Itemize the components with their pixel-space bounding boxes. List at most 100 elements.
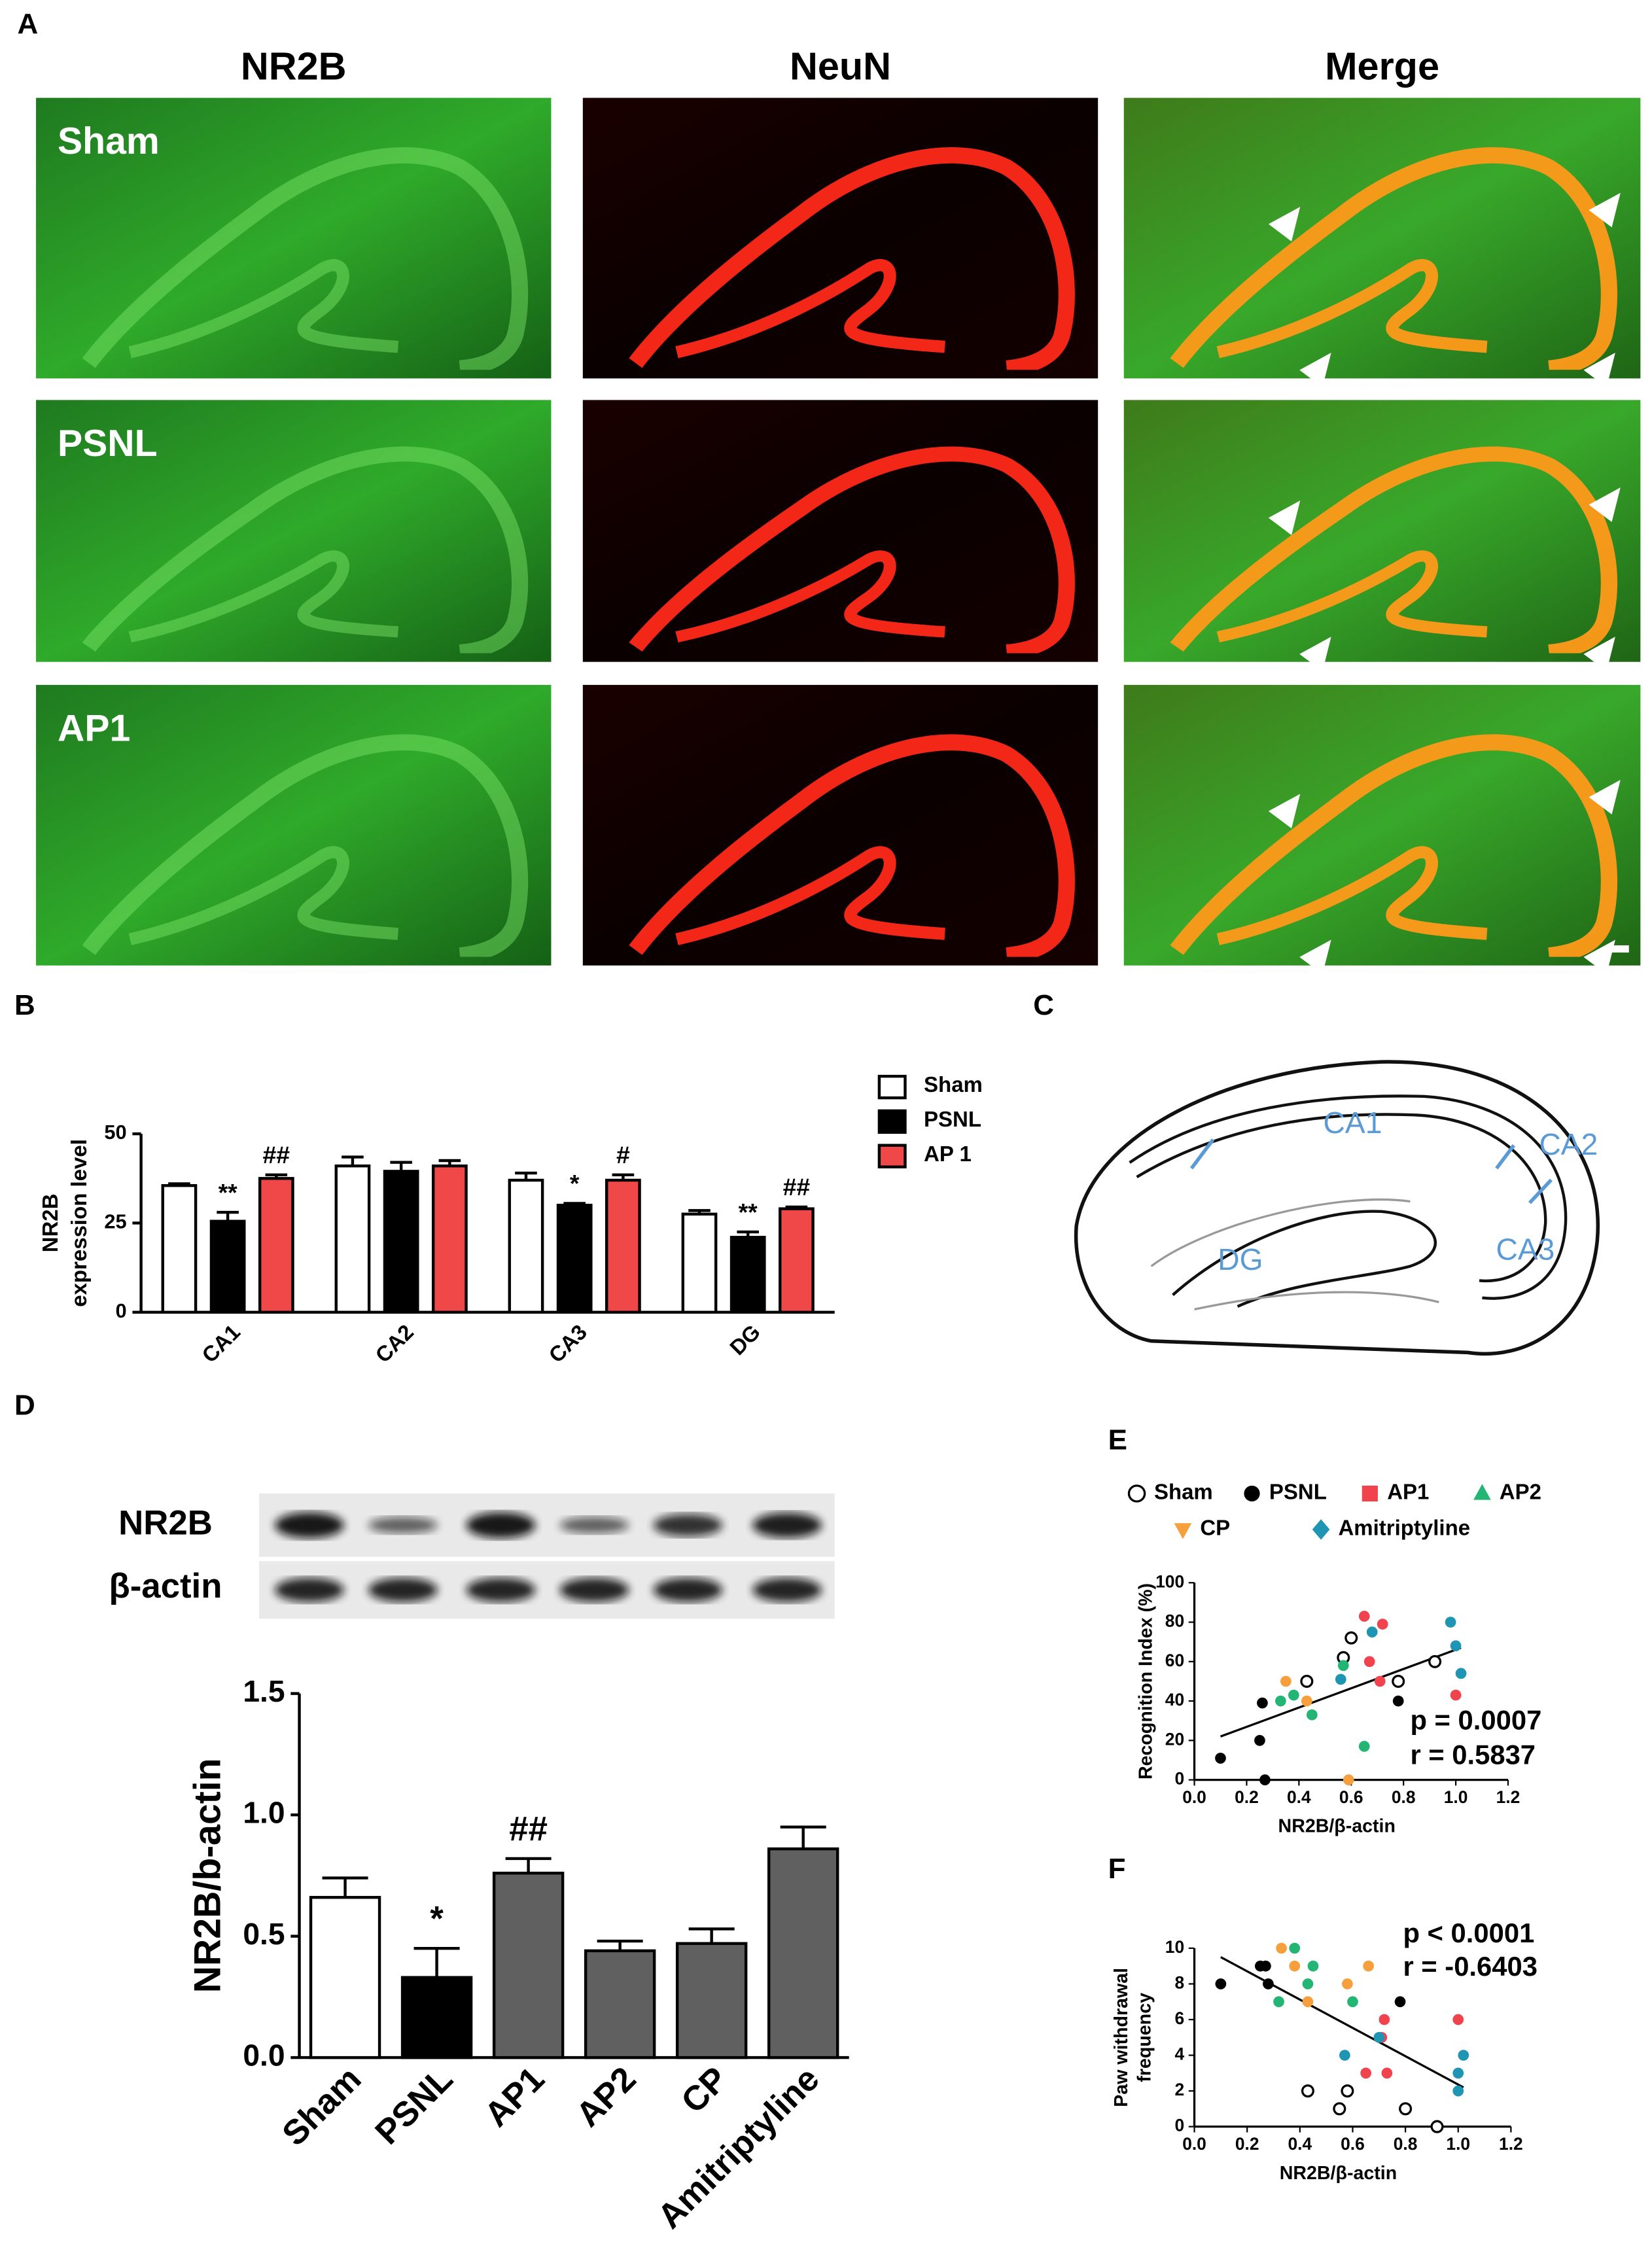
bar xyxy=(334,1164,371,1314)
point xyxy=(1394,1996,1406,2008)
point xyxy=(1273,1996,1284,2008)
arrowhead xyxy=(1583,637,1615,672)
panel-label: E xyxy=(1108,1424,1127,1456)
row-label: PSNL xyxy=(58,423,157,464)
point xyxy=(1337,1660,1349,1672)
y-axis-label: NR2B/b-actin xyxy=(186,1758,228,1993)
error-bar xyxy=(737,1230,759,1238)
y-tick-label: 8 xyxy=(1174,1972,1184,1992)
point xyxy=(1392,1674,1405,1688)
significance-label: ## xyxy=(509,1810,548,1848)
y-tick-label: 0 xyxy=(1174,2116,1184,2135)
x-tick-label: 1.2 xyxy=(1496,1787,1520,1807)
error-bar xyxy=(438,1159,461,1166)
bar xyxy=(605,1178,641,1314)
column-header: NeuN xyxy=(790,44,891,88)
error-bar xyxy=(342,1155,364,1166)
blot-strip xyxy=(258,1561,835,1619)
column-header: NR2B xyxy=(241,44,347,88)
blot-band xyxy=(466,1512,536,1539)
x-tick-label: Sham xyxy=(275,2059,368,2153)
legend-swatch xyxy=(877,1109,907,1134)
bar xyxy=(431,1164,468,1314)
legend-marker xyxy=(1244,1485,1260,1502)
point xyxy=(1360,2067,1371,2079)
bar xyxy=(675,1942,748,2059)
region-label: DG xyxy=(1218,1242,1263,1276)
legend-label: Amitriptyline xyxy=(1338,1516,1470,1540)
y-tick-label: 0.0 xyxy=(243,2038,285,2072)
point xyxy=(1452,2085,1464,2097)
blot-band xyxy=(368,1577,438,1602)
x-tick-label: Amitriptyline xyxy=(650,2059,827,2236)
x-tick-label: CP xyxy=(674,2059,735,2121)
arrowhead xyxy=(1589,487,1621,522)
legend-label: Sham xyxy=(1154,1480,1213,1504)
x-tick-label: PSNL xyxy=(368,2059,460,2152)
arrowhead xyxy=(1299,939,1331,975)
point xyxy=(1381,2067,1393,2079)
blot-band xyxy=(559,1516,629,1533)
legend-marker xyxy=(1174,1523,1192,1539)
x-tick-label: AP2 xyxy=(569,2059,643,2134)
arrowhead xyxy=(1589,780,1621,814)
significance-label: ## xyxy=(783,1173,811,1200)
point xyxy=(1302,1978,1314,1989)
y-tick-label: 40 xyxy=(1165,1690,1184,1709)
y-tick-label: 1.5 xyxy=(243,1674,285,1708)
point xyxy=(1392,1695,1404,1707)
point xyxy=(1306,1709,1318,1721)
blot-label: NR2B xyxy=(118,1503,213,1542)
error-bar xyxy=(413,1946,460,1978)
point xyxy=(1450,1689,1462,1701)
blot-band xyxy=(466,1577,536,1602)
x-tick-label: CA2 xyxy=(370,1320,418,1367)
point xyxy=(1445,1617,1456,1628)
bar xyxy=(161,1183,198,1314)
blot-band xyxy=(752,1577,822,1602)
point xyxy=(1366,1626,1378,1637)
arrowhead xyxy=(1583,939,1615,975)
y-axis-label: frequency xyxy=(1134,1993,1155,2082)
y-tick-label: 0 xyxy=(115,1299,126,1322)
point xyxy=(1347,1996,1358,2008)
legend-label: PSNL xyxy=(1269,1480,1327,1504)
point xyxy=(1450,1640,1462,1652)
point xyxy=(1263,1978,1274,1989)
y-tick-label: 20 xyxy=(1165,1729,1184,1749)
y-tick-label: 100 xyxy=(1155,1571,1184,1591)
blot-label: β-actin xyxy=(109,1567,222,1605)
x-tick-label: 0.2 xyxy=(1235,2134,1259,2154)
y-tick-label: 4 xyxy=(1174,2044,1184,2064)
y-tick-label: 0 xyxy=(1174,1769,1184,1789)
point xyxy=(1430,2120,1444,2133)
blot-band xyxy=(368,1516,438,1533)
scale-bar xyxy=(1608,945,1629,953)
y-tick-label: 60 xyxy=(1165,1651,1184,1670)
point xyxy=(1358,1611,1370,1622)
row-label: AP1 xyxy=(58,707,130,749)
x-tick-label: 0.8 xyxy=(1392,1787,1416,1807)
x-tick-label: 0.6 xyxy=(1341,2134,1365,2154)
point xyxy=(1379,2014,1390,2025)
legend-label: AP1 xyxy=(1387,1480,1429,1504)
point xyxy=(1260,1960,1271,1972)
bar xyxy=(508,1178,544,1314)
legend-label: Sham xyxy=(924,1072,983,1096)
error-bar xyxy=(515,1171,537,1181)
blot-band xyxy=(275,1512,344,1539)
error-bar xyxy=(780,1825,826,1849)
legend-marker xyxy=(1312,1519,1330,1540)
error-bar xyxy=(688,1927,735,1944)
region-label: CA2 xyxy=(1539,1127,1598,1161)
point xyxy=(1307,1960,1319,1972)
y-tick-label: 6 xyxy=(1174,2008,1184,2028)
x-axis-label: NR2B/β-actin xyxy=(1280,2163,1397,2184)
arrowhead xyxy=(1299,353,1331,387)
legend-swatch xyxy=(877,1144,907,1168)
error-bar xyxy=(168,1182,190,1186)
point xyxy=(1288,1689,1299,1701)
point xyxy=(1333,2102,1346,2116)
legend-label: CP xyxy=(1200,1516,1230,1540)
